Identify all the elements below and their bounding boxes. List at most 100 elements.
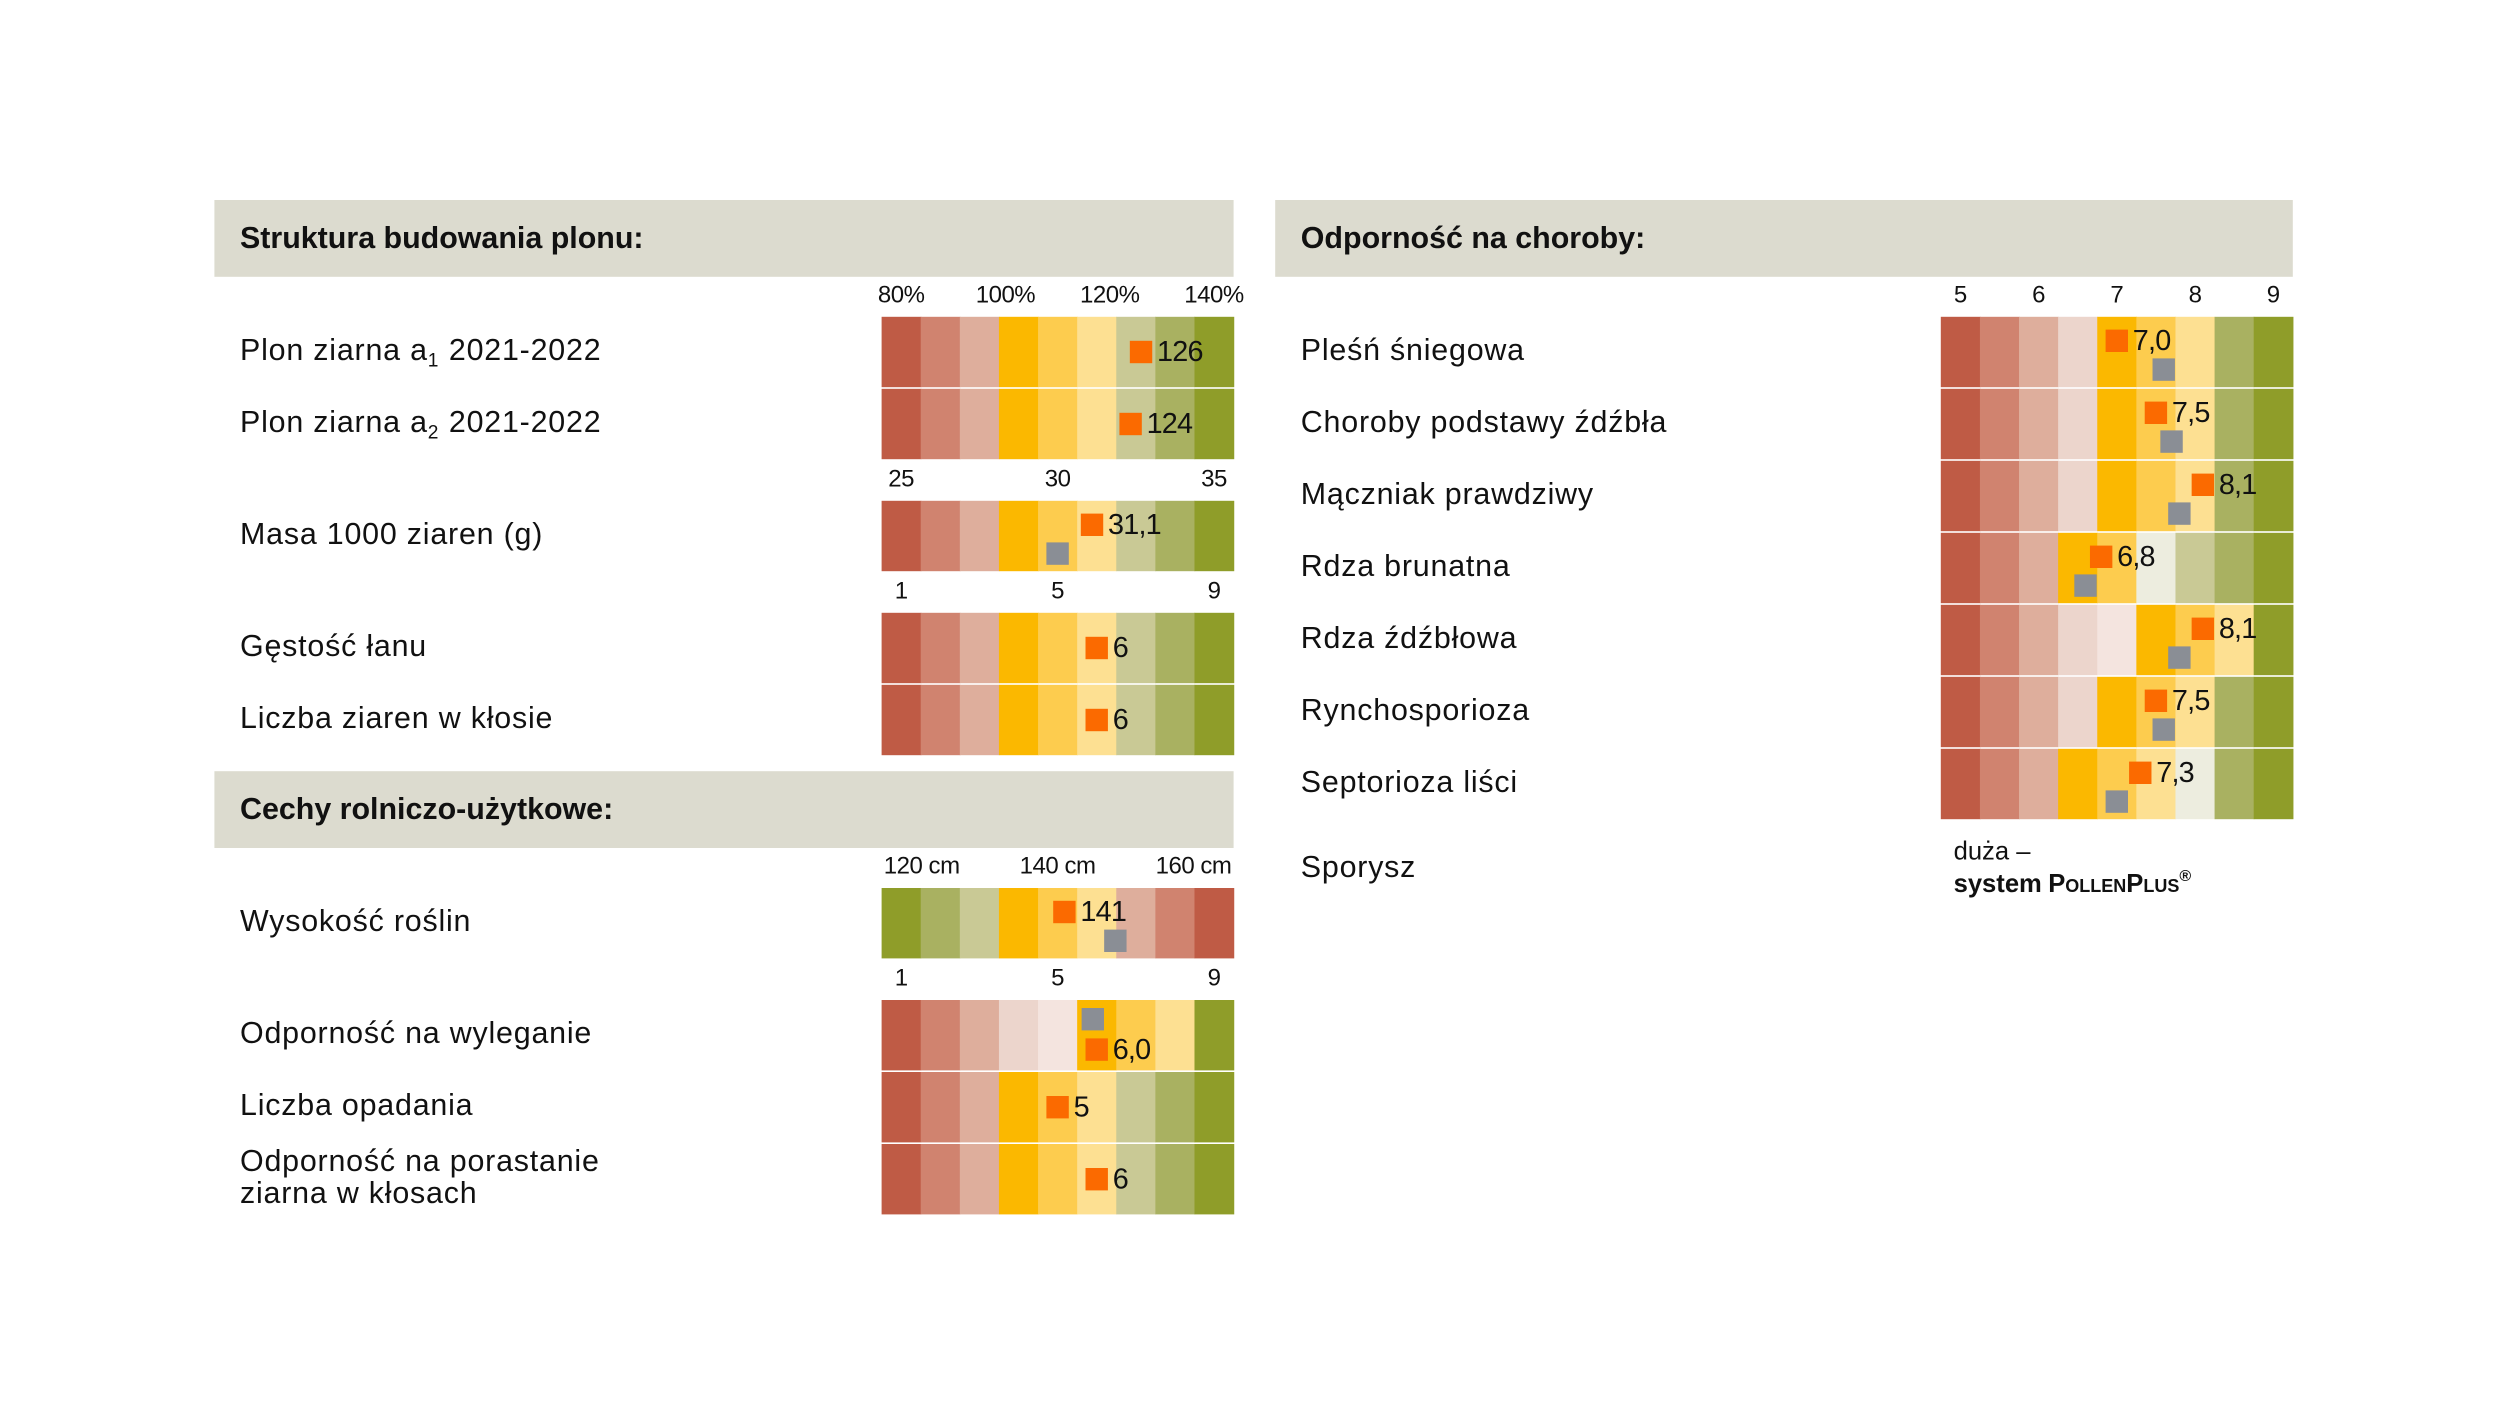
scale-tick-label: 9 [1208, 965, 1221, 992]
scale-cell [998, 316, 1039, 388]
scale-cell [1194, 684, 1235, 756]
scale-cell [1940, 316, 1981, 388]
row-label-text: Plon ziarna a [240, 405, 428, 439]
scale-cell [920, 612, 961, 684]
scale-tick-label: 1 [895, 965, 908, 992]
compare-marker [2152, 718, 2175, 741]
scale-cell [998, 1144, 1039, 1215]
scale-cell [1038, 388, 1078, 460]
scale-cell [959, 388, 1000, 460]
row-label: Plon ziarna a1 2021-2022 [240, 333, 601, 372]
row-label: Sporysz [1301, 850, 1416, 884]
value-marker [1085, 1038, 1108, 1061]
row-label: Rynchosporioza [1301, 693, 1530, 727]
note-brand: system PollenPlus® [1954, 868, 2192, 898]
scale-cell [1038, 316, 1078, 388]
note: duża – [1954, 838, 2032, 866]
row-label: Pleśń śniegowa [1301, 333, 1525, 367]
scale-cell [881, 316, 922, 388]
row-label: Liczba ziaren w kłosie [240, 701, 553, 735]
scale-cell [2253, 532, 2294, 604]
section-title: Struktura budowania plonu: [240, 221, 644, 255]
scale-cell [1077, 388, 1117, 460]
scale-cell [2019, 748, 2059, 820]
scale-cell [881, 1144, 922, 1215]
scale-cell [1194, 388, 1235, 460]
scale-cell [1979, 748, 2020, 820]
value-marker [1053, 900, 1076, 924]
scale-cell [2019, 316, 2059, 388]
value-label: 6,8 [2117, 541, 2155, 573]
scale-cell [1194, 1072, 1235, 1143]
scale-cell [2097, 388, 2137, 460]
row-label: Choroby podstawy źdźbła [1301, 405, 1667, 439]
scale-cell [2058, 388, 2098, 460]
scale-tick-label: 120% [1080, 281, 1140, 308]
scale-tick-label: 9 [1208, 577, 1221, 604]
scale-cell [2175, 676, 2216, 748]
scale-cell [2019, 676, 2059, 748]
value-marker [2105, 329, 2128, 352]
scale-cell [1194, 500, 1235, 572]
scale-cell [1038, 612, 1078, 684]
scale-cell [959, 500, 1000, 572]
row-label: Odporność na wyleganie [240, 1016, 592, 1050]
scale-cell [2253, 316, 2294, 388]
scale-cell [1155, 1144, 1196, 1215]
scale-cell [881, 684, 922, 756]
compare-marker [2074, 574, 2097, 597]
scale-cell [1116, 1072, 1157, 1143]
value-label: 7,0 [2133, 325, 2171, 357]
row-label: Liczba opadania [240, 1088, 473, 1122]
scale-cell [2019, 532, 2059, 604]
scale-cell [920, 1144, 961, 1215]
scale-cell [920, 316, 961, 388]
scale-cell [1038, 1000, 1078, 1071]
value-label: 7,5 [2172, 685, 2210, 717]
scale-cell [881, 888, 922, 959]
value-label: 141 [1080, 896, 1126, 928]
scale-tick-label: 1 [895, 577, 908, 604]
compare-marker [2152, 358, 2175, 381]
value-label: 6 [1113, 632, 1128, 664]
scale-cell [1979, 604, 2020, 676]
scale-cell [959, 1144, 1000, 1215]
value-marker [2089, 545, 2113, 568]
scale-cell [2058, 676, 2098, 748]
row-label: ziarna w kłosach [240, 1176, 477, 1210]
scale-cell [881, 612, 922, 684]
scale-cell [2214, 676, 2255, 748]
scale-cell [2175, 748, 2216, 820]
scale-cell [920, 1072, 961, 1143]
scale-cell [2097, 604, 2137, 676]
scale-cell [1116, 1000, 1157, 1071]
scale-cell [1194, 888, 1235, 959]
value-marker [2144, 689, 2168, 712]
row-label: Gęstość łanu [240, 629, 427, 663]
scale-cell [2136, 532, 2177, 604]
scale-cell [2214, 316, 2255, 388]
note-brand-name: PollenPlus [2048, 870, 2179, 898]
scale-tick-label: 35 [1201, 465, 1227, 492]
value-label: 6 [1113, 1163, 1128, 1195]
row-label: Wysokość roślin [240, 904, 471, 938]
scale-cell [959, 1000, 1000, 1071]
scale-cell [1979, 460, 2020, 532]
scale-cell [1979, 316, 2020, 388]
row-label: Masa 1000 ziaren (g) [240, 517, 543, 551]
scale-tick-label: 8 [2189, 281, 2202, 308]
scale-cell [1194, 316, 1235, 388]
scale-cell [998, 1072, 1039, 1143]
scale-cell [1155, 388, 1196, 460]
value-label: 7,3 [2156, 757, 2194, 789]
scale-cell [920, 388, 961, 460]
scale-cell [1155, 888, 1196, 959]
compare-marker [2168, 646, 2191, 669]
scale-cell [1116, 500, 1157, 572]
scale-cell [959, 612, 1000, 684]
compare-marker [1046, 542, 1069, 565]
value-label: 8,1 [2219, 613, 2257, 645]
scale-tick-label: 6 [2032, 281, 2045, 308]
scale-cell [2214, 532, 2255, 604]
scale-cell [2253, 388, 2294, 460]
